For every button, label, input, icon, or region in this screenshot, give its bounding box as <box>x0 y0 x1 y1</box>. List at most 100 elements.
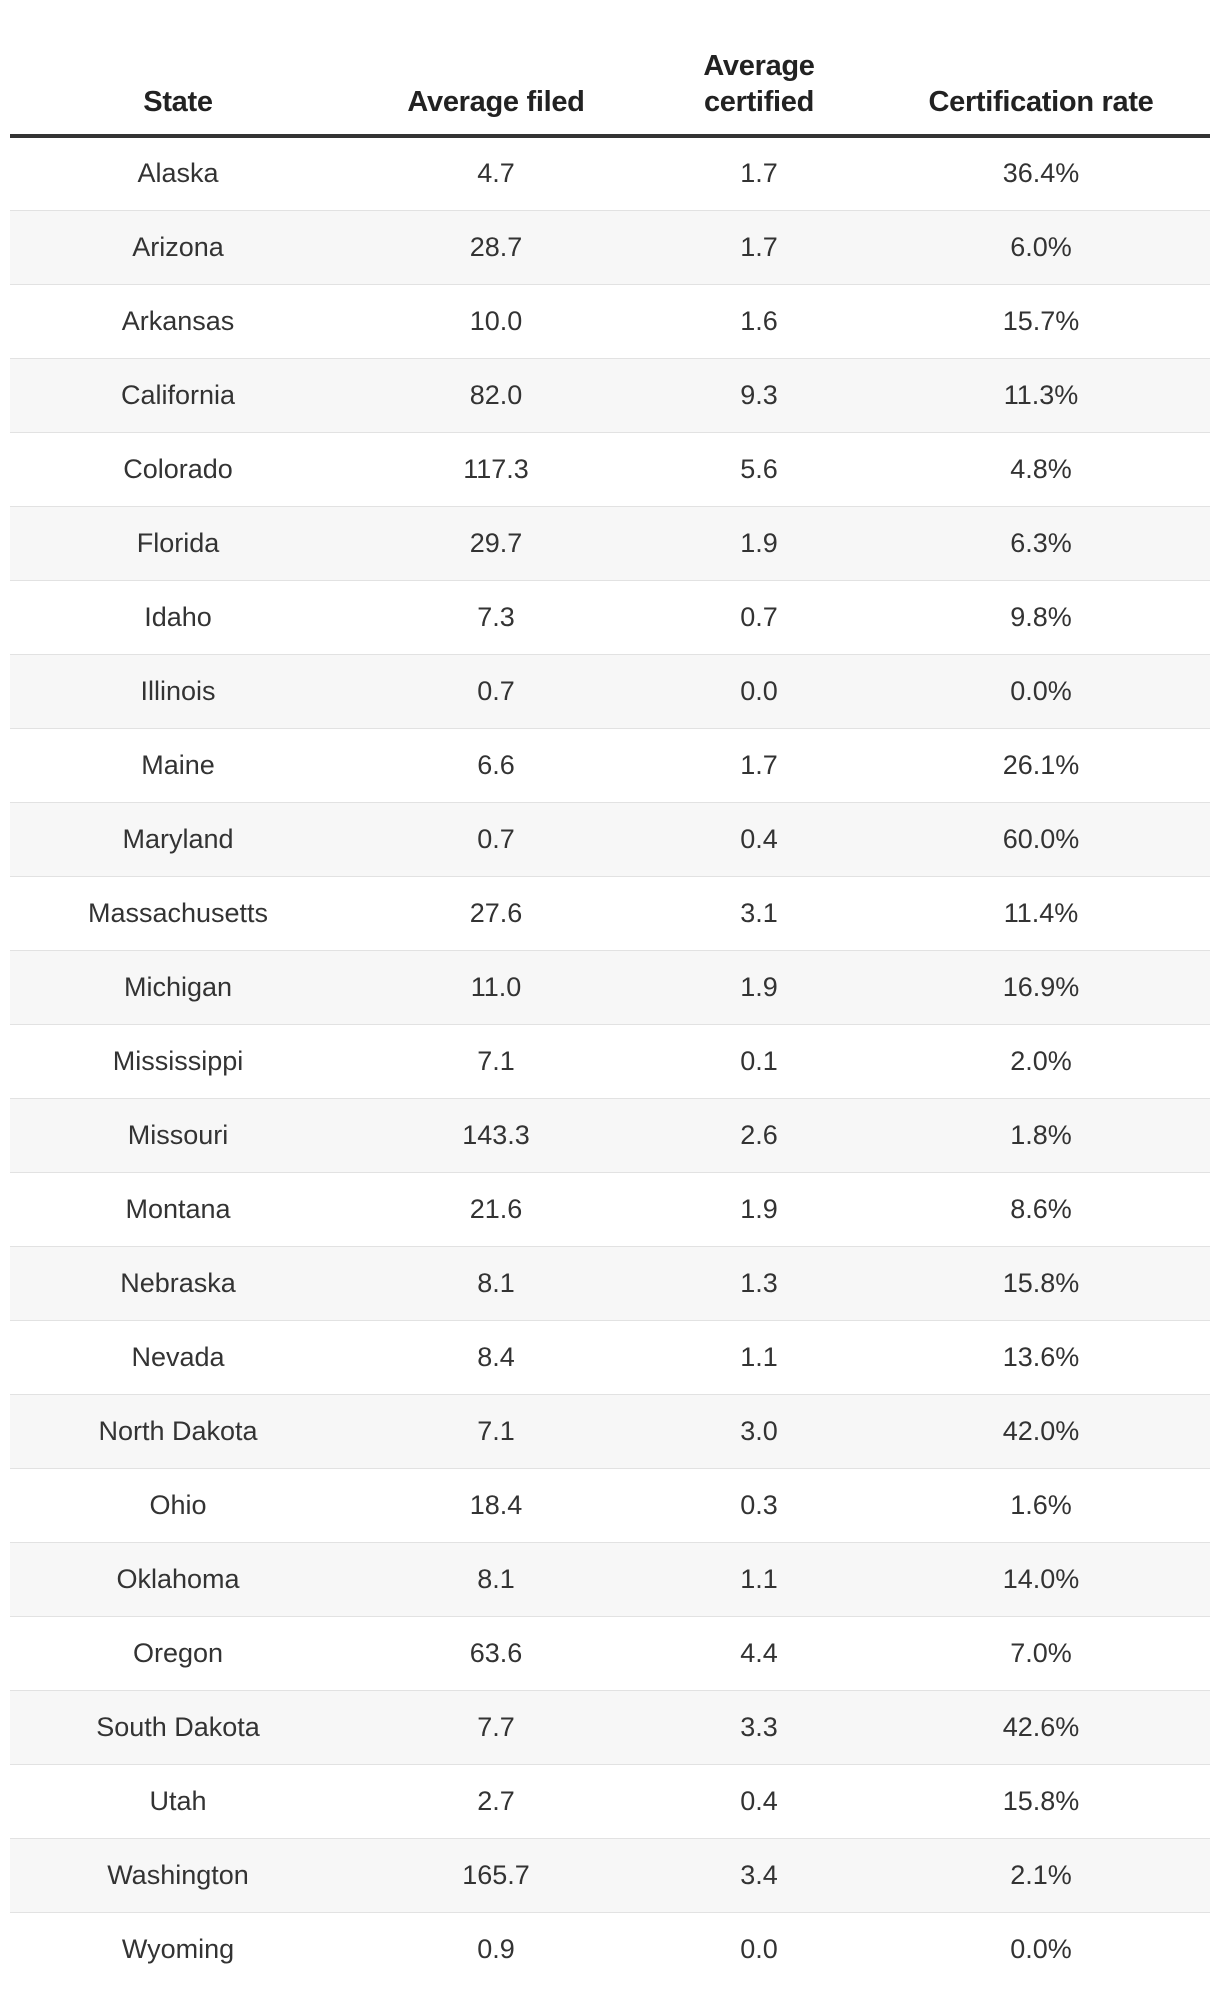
cell-average-filed: 2.7 <box>346 1764 646 1839</box>
cell-certification-rate: 60.0% <box>872 802 1210 877</box>
cell-average-filed: 27.6 <box>346 876 646 951</box>
cell-state: Colorado <box>10 432 346 507</box>
cell-average-filed: 28.7 <box>346 210 646 285</box>
table-row: Oregon 63.6 4.4 7.0% <box>10 1616 1210 1691</box>
cell-average-certified: 1.7 <box>646 210 872 285</box>
cell-average-filed: 4.7 <box>346 136 646 211</box>
cell-state: Maryland <box>10 802 346 877</box>
cell-state: Missouri <box>10 1098 346 1173</box>
cell-certification-rate: 1.8% <box>872 1098 1210 1173</box>
cell-certification-rate: 6.0% <box>872 210 1210 285</box>
cell-average-filed: 63.6 <box>346 1616 646 1691</box>
cell-average-filed: 21.6 <box>346 1172 646 1247</box>
cell-average-filed: 8.1 <box>346 1246 646 1321</box>
cell-state: Oregon <box>10 1616 346 1691</box>
cell-average-filed: 165.7 <box>346 1838 646 1913</box>
cell-state: Arkansas <box>10 284 346 359</box>
table-row: Massachusetts 27.6 3.1 11.4% <box>10 876 1210 951</box>
table-row: Arkansas 10.0 1.6 15.7% <box>10 284 1210 359</box>
column-header-label: Average filed <box>407 86 585 118</box>
table-row: Utah 2.7 0.4 15.8% <box>10 1764 1210 1839</box>
cell-average-certified: 1.1 <box>646 1320 872 1395</box>
cell-average-filed: 7.1 <box>346 1394 646 1469</box>
cell-state: North Dakota <box>10 1394 346 1469</box>
cell-average-filed: 10.0 <box>346 284 646 359</box>
cell-average-certified: 1.9 <box>646 506 872 581</box>
data-table-container: State Average filed Average certified Ce… <box>10 0 1210 1986</box>
cell-average-certified: 1.3 <box>646 1246 872 1321</box>
column-header-average-filed: Average filed <box>346 0 646 138</box>
cell-state: Ohio <box>10 1468 346 1543</box>
table-row: Colorado 117.3 5.6 4.8% <box>10 432 1210 507</box>
cell-certification-rate: 4.8% <box>872 432 1210 507</box>
table-row: Washington 165.7 3.4 2.1% <box>10 1838 1210 1913</box>
cell-certification-rate: 15.8% <box>872 1764 1210 1839</box>
cell-average-certified: 2.6 <box>646 1098 872 1173</box>
cell-average-filed: 0.7 <box>346 802 646 877</box>
cell-certification-rate: 2.0% <box>872 1024 1210 1099</box>
table-row: Montana 21.6 1.9 8.6% <box>10 1172 1210 1247</box>
cell-state: South Dakota <box>10 1690 346 1765</box>
cell-certification-rate: 42.6% <box>872 1690 1210 1765</box>
column-header-label: State <box>143 86 213 118</box>
cell-state: Utah <box>10 1764 346 1839</box>
cell-average-certified: 5.6 <box>646 432 872 507</box>
column-header-label: Average certified <box>703 50 815 118</box>
certification-table: State Average filed Average certified Ce… <box>10 0 1210 1986</box>
table-row: Nevada 8.4 1.1 13.6% <box>10 1320 1210 1395</box>
cell-average-filed: 7.3 <box>346 580 646 655</box>
table-row: Michigan 11.0 1.9 16.9% <box>10 950 1210 1025</box>
table-row: Missouri 143.3 2.6 1.8% <box>10 1098 1210 1173</box>
cell-average-filed: 7.7 <box>346 1690 646 1765</box>
table-row: Idaho 7.3 0.7 9.8% <box>10 580 1210 655</box>
table-row: Ohio 18.4 0.3 1.6% <box>10 1468 1210 1543</box>
cell-average-certified: 1.9 <box>646 1172 872 1247</box>
cell-certification-rate: 8.6% <box>872 1172 1210 1247</box>
cell-state: Wyoming <box>121 1933 235 1964</box>
cell-average-filed: 7.1 <box>346 1024 646 1099</box>
table-row: Oklahoma 8.1 1.1 14.0% <box>10 1542 1210 1617</box>
table-row: Arizona 28.7 1.7 6.0% <box>10 210 1210 285</box>
header-row: State Average filed Average certified Ce… <box>10 0 1210 138</box>
cell-average-filed: 8.4 <box>346 1320 646 1395</box>
column-header-average-certified: Average certified <box>646 0 872 138</box>
cell-certification-rate: 14.0% <box>872 1542 1210 1617</box>
cell-state: Nebraska <box>10 1246 346 1321</box>
cell-state: Alaska <box>10 136 346 211</box>
cell-state: Michigan <box>10 950 346 1025</box>
cell-certification-rate: 7.0% <box>872 1616 1210 1691</box>
column-header-state: State <box>10 0 346 138</box>
cell-state: Idaho <box>10 580 346 655</box>
cell-average-certified: 9.3 <box>646 358 872 433</box>
table-body: Alaska 4.7 1.7 36.4% Arizona 28.7 1.7 6.0% Arkan… <box>10 136 1210 1986</box>
table-row: California 82.0 9.3 11.3% <box>10 358 1210 433</box>
cell-state: Washington <box>10 1838 346 1913</box>
table-row: South Dakota 7.7 3.3 42.6% <box>10 1690 1210 1765</box>
cell-average-filed: 11.0 <box>346 950 646 1025</box>
cell-state: Montana <box>10 1172 346 1247</box>
table-row: Mississippi 7.1 0.1 2.0% <box>10 1024 1210 1099</box>
table-row: Florida 29.7 1.9 6.3% <box>10 506 1210 581</box>
cell-average-certified: 0.1 <box>646 1024 872 1099</box>
cell-average-filed: 117.3 <box>346 432 646 507</box>
cell-certification-rate: 11.4% <box>872 876 1210 951</box>
cell-average-certified: 4.4 <box>646 1616 872 1691</box>
table-row: North Dakota 7.1 3.0 42.0% <box>10 1394 1210 1469</box>
cell-average-certified: 1.1 <box>646 1542 872 1617</box>
cell-average-filed: 18.4 <box>346 1468 646 1543</box>
cell-average-certified: 0.7 <box>646 580 872 655</box>
cell-state: Mississippi <box>10 1024 346 1099</box>
cell-average-certified: 3.1 <box>646 876 872 951</box>
cell-average-filed: 82.0 <box>346 358 646 433</box>
table-header: State Average filed Average certified Ce… <box>10 0 1210 138</box>
cell-average-certified: 0.0 <box>646 654 872 729</box>
cell-certification-rate: 42.0% <box>872 1394 1210 1469</box>
cell-certification-rate: 11.3% <box>872 358 1210 433</box>
table-row: Maine 6.6 1.7 26.1% <box>10 728 1210 803</box>
cell-average-certified: 3.4 <box>646 1838 872 1913</box>
cell-certification-rate: 6.3% <box>872 506 1210 581</box>
cell-average-filed: 143.3 <box>346 1098 646 1173</box>
cell-average-certified: 3.0 <box>646 1394 872 1469</box>
cell-state: Arizona <box>10 210 346 285</box>
cell-average-certified: 0.0 <box>740 1933 778 1964</box>
